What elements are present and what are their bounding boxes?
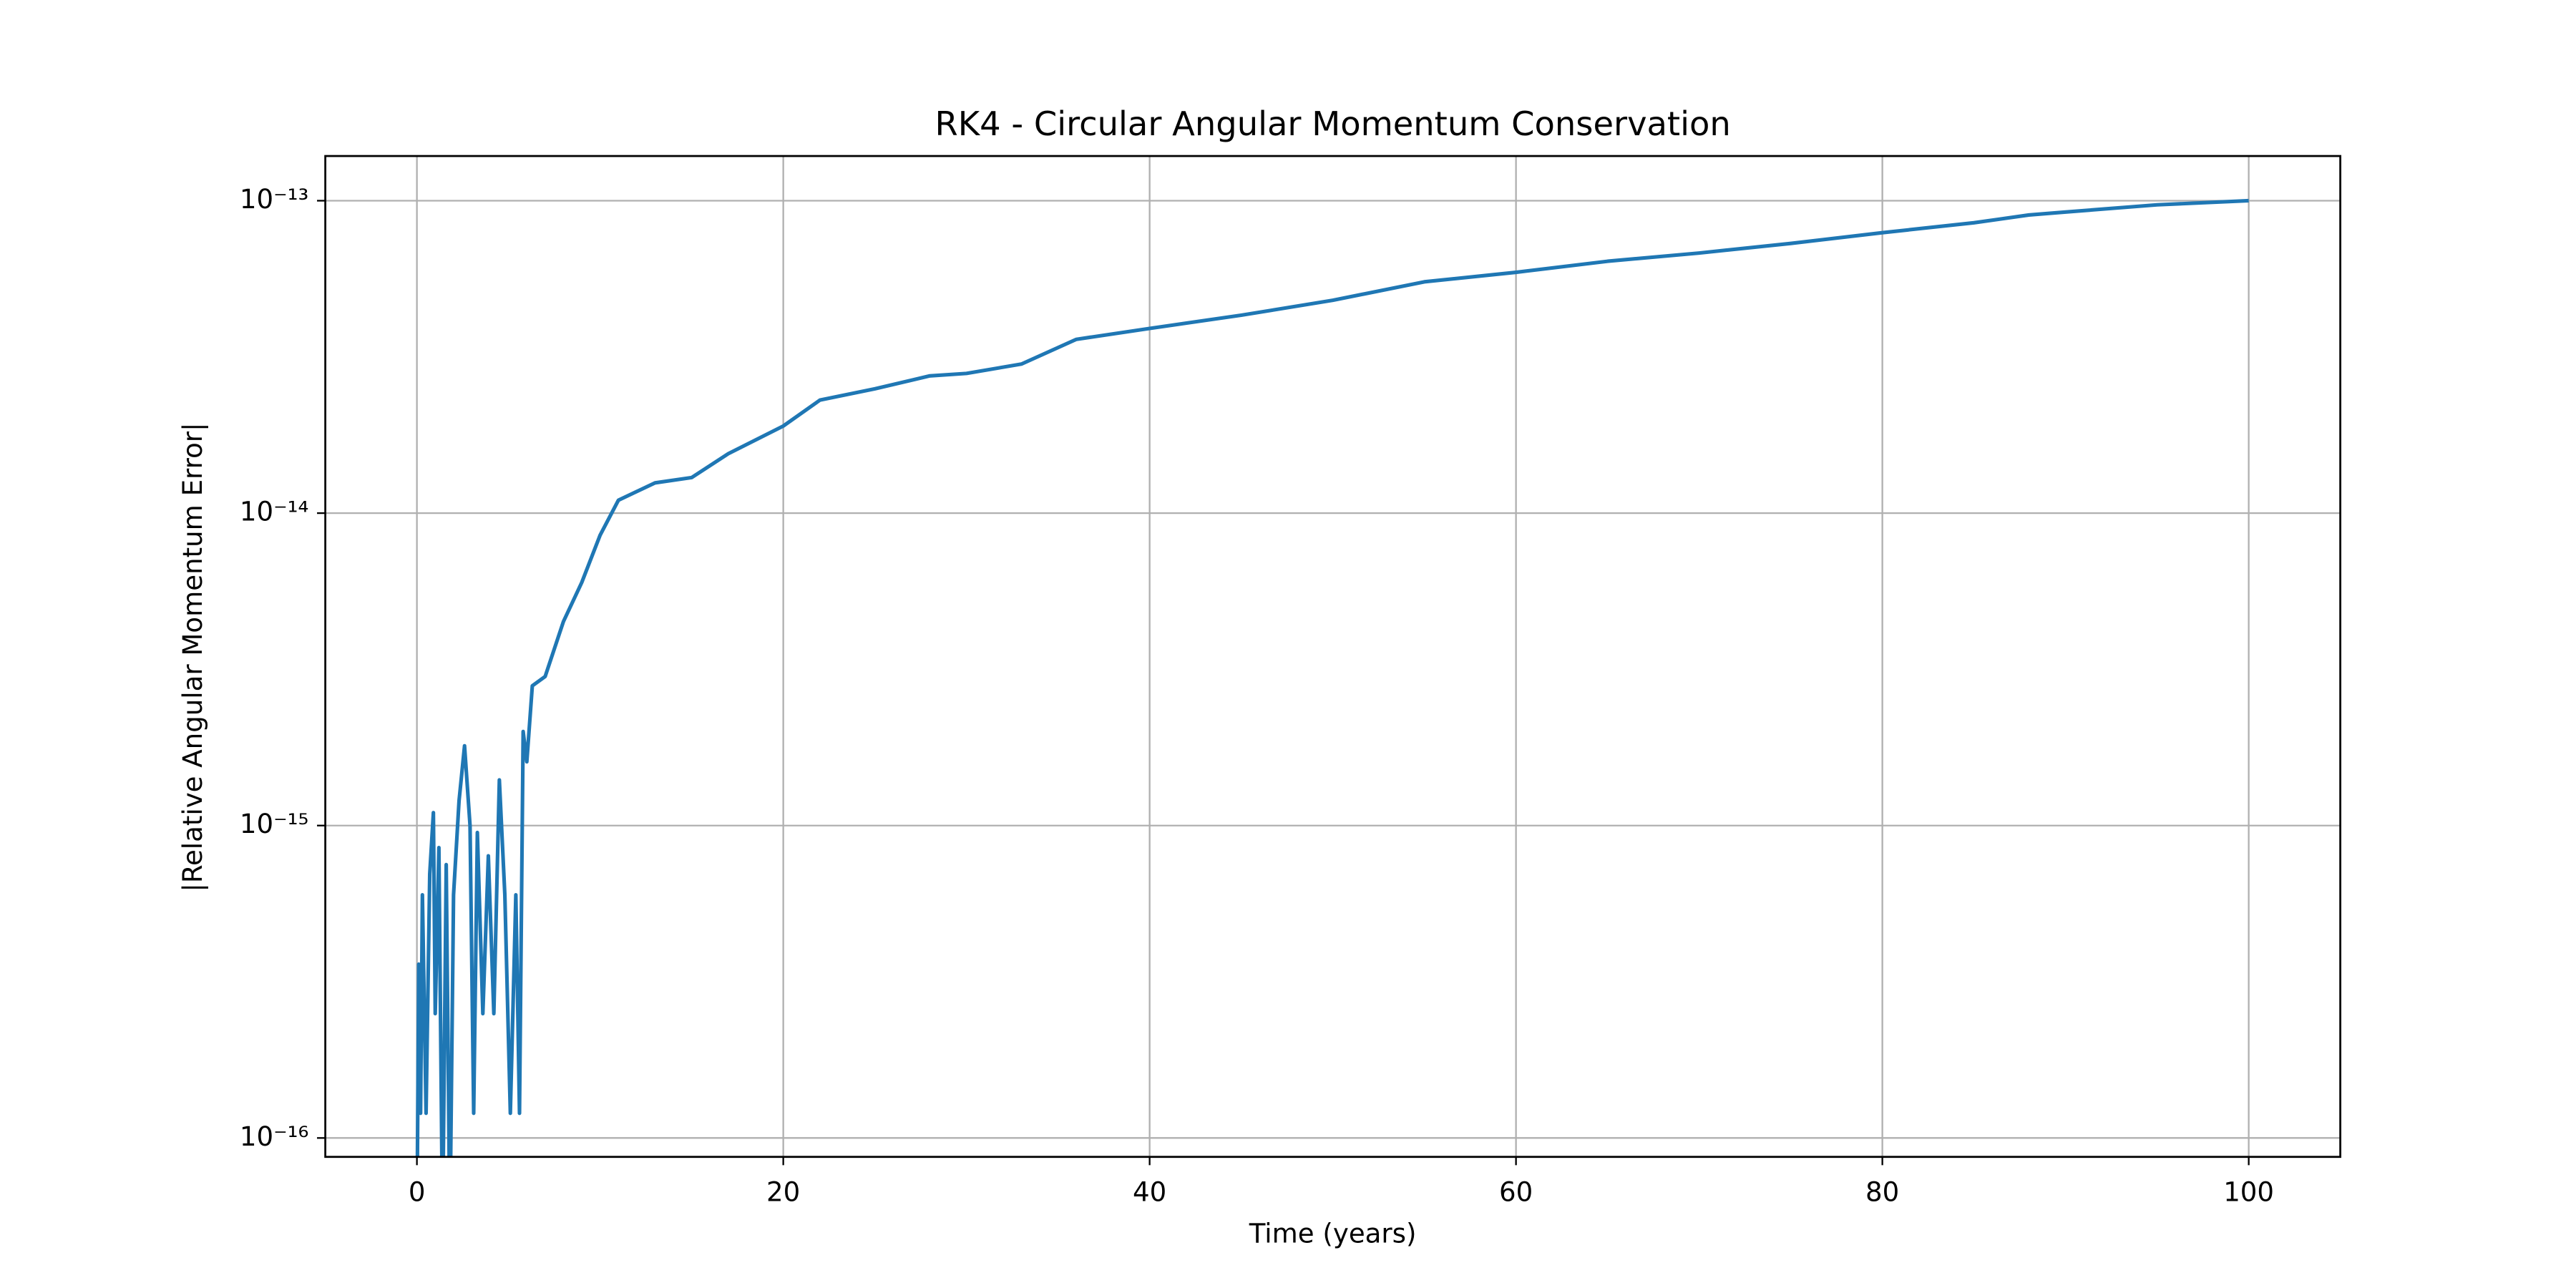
x-tick-label: 40 — [1133, 1176, 1166, 1207]
plot-area — [415, 198, 2249, 1157]
grid — [325, 156, 2341, 1157]
ticks: 0 20 40 60 80 100 10⁻¹⁶ 10⁻¹⁵ 10⁻¹⁴ 10⁻¹³ — [240, 184, 2274, 1207]
y-tick-label: 10⁻¹⁶ — [240, 1121, 309, 1152]
x-tick-label: 60 — [1499, 1176, 1533, 1207]
y-tick-label: 10⁻¹³ — [240, 184, 309, 215]
y-tick-label: 10⁻¹⁴ — [240, 497, 309, 527]
data-line — [415, 198, 2249, 1157]
x-tick-label: 0 — [409, 1176, 426, 1207]
x-tick-label: 20 — [766, 1176, 800, 1207]
x-tick-label: 80 — [1865, 1176, 1899, 1207]
x-axis-label: Time (years) — [1249, 1218, 1417, 1249]
axes-frame — [324, 155, 2342, 1158]
y-tick-label: 10⁻¹⁵ — [240, 809, 309, 839]
x-tick-label: 100 — [2223, 1176, 2274, 1207]
chart-title: RK4 - Circular Angular Momentum Conserva… — [935, 104, 1730, 143]
y-axis-label: |Relative Angular Momentum Error| — [177, 422, 209, 892]
